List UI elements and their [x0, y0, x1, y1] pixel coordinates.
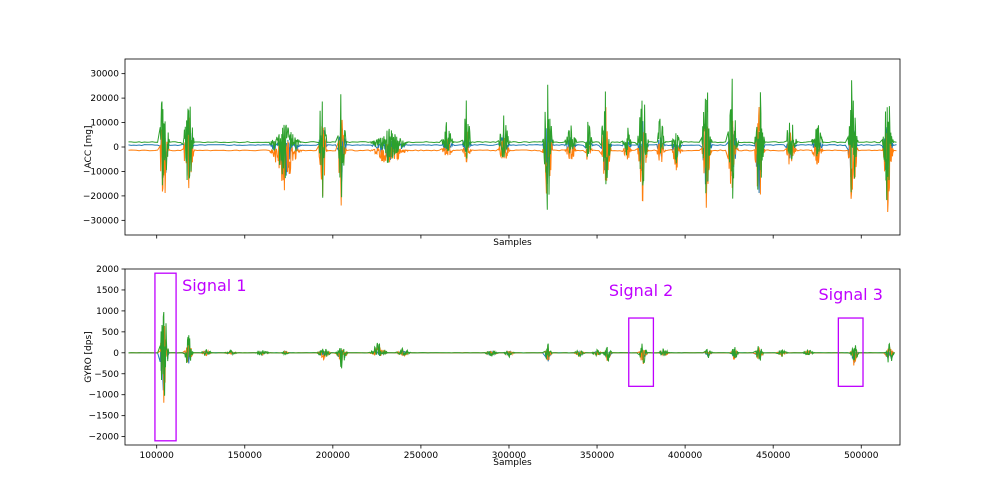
y-tick-label: 500 [102, 328, 119, 338]
y-tick-label: −10000 [83, 167, 119, 177]
y-tick-label: 10000 [90, 119, 119, 129]
x-tick-label: 450000 [756, 451, 791, 461]
signal-box-3 [837, 317, 864, 387]
gyro-y-ticks: −2000 −1500 −1000 −500 0 500 1000 1500 2000 [89, 265, 125, 443]
y-tick-label: 20000 [90, 94, 119, 104]
y-tick-label: −2000 [89, 433, 120, 443]
y-tick-label: −1500 [89, 412, 120, 422]
acc-series-line-green [128, 78, 897, 210]
acc-x-axis-label: Samples [493, 238, 532, 248]
y-tick-label: 1000 [96, 307, 119, 317]
signal-box-2 [628, 317, 655, 387]
y-tick-label: 1500 [96, 286, 119, 296]
gyro-x-ticks: 100000 150000 200000 250000 300000 350000 4000… [140, 445, 879, 461]
gyro-x-axis-label: Samples [493, 458, 532, 468]
x-tick-label: 500000 [844, 451, 879, 461]
acc-subplot: −30000 −20000 −10000 0 10000 20000 30000 Sampl… [83, 58, 901, 248]
acc-y-axis-label: ACC [mg] [84, 126, 94, 169]
y-tick-label: 0 [113, 349, 119, 359]
signal-box-1 [154, 272, 177, 442]
x-tick-label: 300000 [492, 451, 527, 461]
y-tick-label: 2000 [96, 265, 119, 275]
y-tick-label: −1000 [89, 391, 120, 401]
signal-label-3: Signal 3 [818, 285, 882, 304]
x-tick-label: 400000 [668, 451, 703, 461]
x-tick-label: 250000 [404, 451, 439, 461]
y-tick-label: −500 [94, 370, 119, 380]
x-tick-label: 150000 [228, 451, 263, 461]
y-tick-label: 30000 [90, 70, 119, 80]
gyro-series [128, 311, 895, 403]
y-tick-label: 0 [113, 143, 119, 153]
acc-series [128, 78, 897, 213]
y-tick-label: −20000 [83, 192, 119, 202]
acc-y-ticks: −30000 −20000 −10000 0 10000 20000 30000 [83, 70, 125, 226]
signal-label-2: Signal 2 [609, 281, 673, 300]
signal-label-1: Signal 1 [182, 276, 246, 295]
acc-x-ticks [156, 235, 862, 239]
gyro-y-axis-label: GYRO [dps] [84, 331, 94, 382]
x-tick-label: 100000 [140, 451, 175, 461]
signal-annotations: Signal 1 Signal 2 Signal 3 [154, 272, 883, 442]
x-tick-label: 200000 [316, 451, 351, 461]
x-tick-label: 350000 [580, 451, 615, 461]
y-tick-label: −30000 [83, 216, 119, 226]
gyro-series-line-green [128, 311, 895, 396]
gyro-axes-frame [124, 268, 901, 446]
gyro-subplot: 100000 150000 200000 250000 300000 350000 4000… [84, 265, 901, 468]
